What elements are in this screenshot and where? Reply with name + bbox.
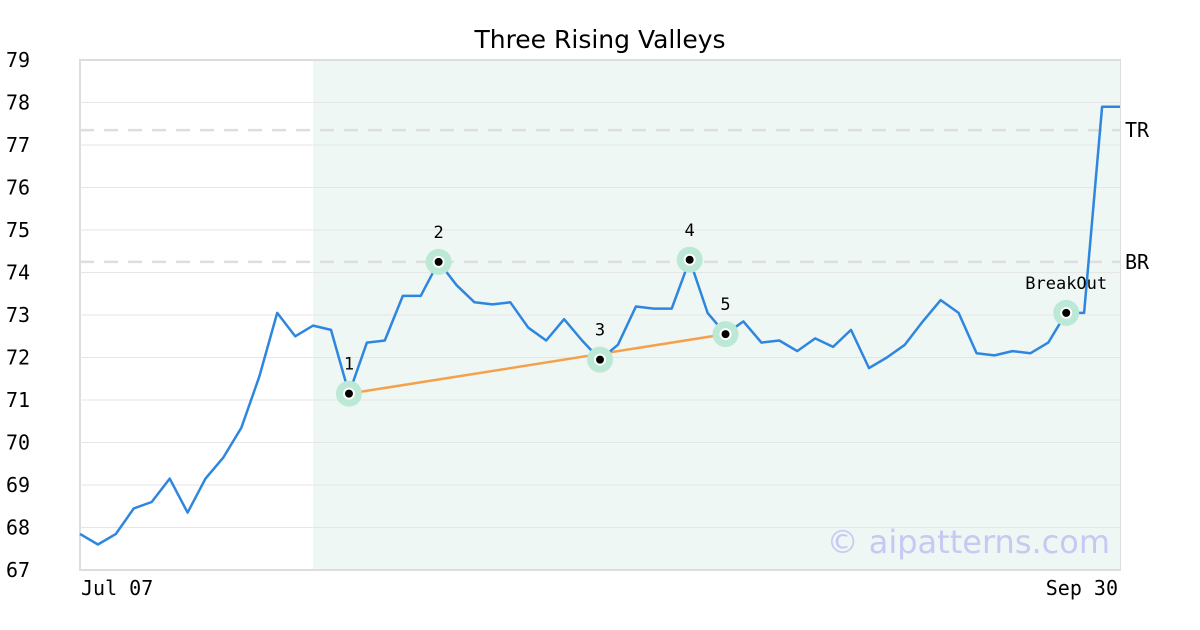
y-tick-label: 77 — [6, 133, 30, 157]
point-label: 1 — [344, 355, 354, 375]
y-tick-label: 69 — [6, 473, 30, 497]
y-tick-label: 68 — [6, 516, 30, 540]
point-marker — [1060, 306, 1073, 319]
watermark: © aipatterns.com — [827, 523, 1110, 561]
point-label: BreakOut — [1025, 274, 1107, 294]
x-tick-label: Jul 07 — [81, 576, 153, 600]
y-tick-label: 70 — [6, 431, 30, 455]
x-tick-label: Sep 30 — [1046, 576, 1118, 600]
point-label: 3 — [595, 321, 605, 341]
point-marker — [683, 253, 696, 266]
y-tick-label: 74 — [6, 261, 30, 285]
level-lines: TR BR — [80, 118, 1150, 274]
level-label: BR — [1125, 250, 1150, 274]
point-marker — [432, 255, 445, 268]
y-tick-label: 75 — [6, 218, 30, 242]
point-label: 5 — [720, 295, 730, 315]
y-tick-label: 67 — [6, 558, 30, 582]
pattern-points: 1 2 3 4 5 BreakOut — [335, 221, 1107, 407]
y-tick-label: 78 — [6, 91, 30, 115]
level-label: TR — [1125, 118, 1150, 142]
trendline-layer — [348, 332, 726, 395]
y-axis: 67 68 69 70 71 72 73 74 75 76 77 78 79 — [6, 48, 30, 582]
point-label: 2 — [433, 223, 443, 243]
point-marker — [719, 328, 732, 341]
y-tick-label: 79 — [6, 48, 30, 72]
point-marker — [342, 387, 355, 400]
trendline — [348, 332, 726, 395]
x-axis: Jul 07 Sep 30 — [81, 576, 1118, 600]
y-tick-label: 76 — [6, 176, 30, 200]
y-tick-label: 72 — [6, 346, 30, 370]
y-tick-label: 71 — [6, 388, 30, 412]
point-marker — [594, 353, 606, 366]
chart-title: Three Rising Valleys — [473, 25, 725, 54]
grid-lines — [80, 102, 1120, 528]
point-label: 4 — [685, 221, 695, 241]
y-tick-label: 73 — [6, 303, 30, 327]
